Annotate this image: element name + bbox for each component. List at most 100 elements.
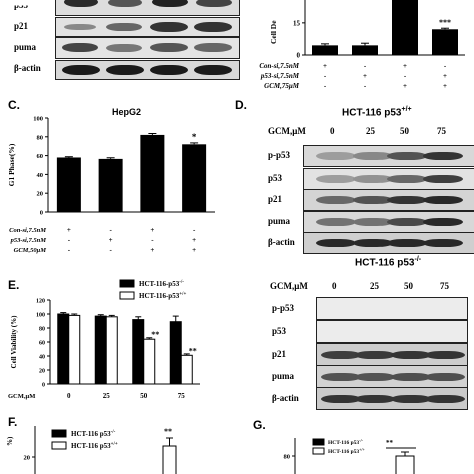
blot-row-label: puma: [272, 370, 295, 381]
blot2-title-text: HCT-116 p53: [355, 257, 415, 269]
blot-band: [387, 152, 427, 160]
panel-b-bar: [432, 29, 458, 55]
panel-c-bar: [56, 157, 81, 212]
panel-c-treatment-mark: -: [68, 236, 71, 244]
panel-e-bar: [180, 354, 193, 385]
dose-label: 50: [400, 126, 409, 136]
panel-b-sig: ***: [439, 18, 451, 27]
panel-b-treatment-mark: -: [324, 82, 327, 90]
panel-e-ylabel: Cell Viability (%): [10, 315, 18, 369]
blot-a-row-puma: [55, 37, 240, 59]
panel-b-treatment-mark: -: [364, 82, 367, 90]
blot-band: [353, 218, 393, 226]
blot-band: [321, 350, 361, 359]
panel-g-legend-sup: -/-: [359, 438, 363, 443]
blot-band: [425, 372, 465, 381]
blot-band: [423, 218, 463, 226]
dose-label: 75: [437, 126, 446, 136]
blot2-title-sup: -/-: [414, 256, 422, 263]
blot-row: [316, 387, 468, 410]
panel-c-treatment-label: GCM,50μM: [14, 247, 47, 254]
panel-g-sig: **: [386, 439, 394, 447]
blot-a-label-actin: β-actin: [14, 63, 41, 73]
blot-row-label: p-p53: [268, 150, 291, 160]
panel-g-legend-sup: +/+: [359, 447, 365, 452]
blot-band: [423, 152, 463, 160]
panel-e-legend-swatch: [119, 291, 135, 300]
panel-c-sig: *: [192, 132, 197, 142]
panel-c-treatment-mark: +: [109, 236, 113, 244]
panel-b-bar: [312, 45, 338, 55]
blot-band: [387, 196, 427, 204]
panel-b-treatment-mark: -: [444, 62, 447, 70]
blot-row-label: p-p53: [272, 302, 295, 313]
panel-b-treatment-mark: +: [363, 72, 367, 80]
blot-band: [425, 350, 465, 359]
panel-g-bar: [395, 455, 415, 474]
panel-f-legend-swatch: [51, 441, 67, 450]
panel-c-treatment-mark: +: [150, 226, 154, 234]
panel-b-ylabel: Cell De: [269, 20, 278, 44]
blot-band: [353, 175, 393, 183]
blot-band: [423, 175, 463, 183]
blot-band: [316, 218, 356, 226]
panel-e-legend-swatch: [119, 279, 135, 288]
panel-b-bar: [352, 45, 378, 55]
panel-e-xtick-label: 0: [67, 392, 71, 400]
blot-band: [355, 372, 395, 381]
blot-band: [355, 394, 395, 403]
blot-row-label: p21: [272, 348, 287, 359]
dose-label: 0: [332, 281, 337, 291]
panel-b-treatment-mark: +: [403, 82, 407, 90]
panel-c-treatment-mark: +: [192, 236, 196, 244]
panel-b-chart: 01530Cell De***Con-si,7.5nM+-+-p53-si,7.…: [259, 0, 465, 90]
panel-f-letter: F.: [8, 415, 18, 429]
blot2-gcm-label: GCM,μM: [270, 281, 308, 291]
panel-f-legend-swatch: [51, 429, 67, 438]
panel-e-bar: [143, 338, 156, 385]
panel-c-title: HepG2: [112, 107, 142, 117]
panel-g-chart: 80 HCT-116 p53-/-HCT-116 p53+/+ **: [284, 438, 416, 474]
panel-b-treatment-mark: -: [404, 72, 407, 80]
panel-e-ytick-label: 100: [36, 312, 45, 318]
blot-band: [353, 196, 393, 204]
panel-e-xtick-label: 50: [140, 392, 148, 400]
blot-band: [387, 218, 427, 226]
panel-f-ylabel: %): [6, 436, 14, 446]
panel-e-legend-sup: -/-: [179, 280, 184, 285]
blot-band: [353, 239, 393, 247]
panel-b-treatment-mark: +: [443, 82, 447, 90]
blot-band: [321, 394, 361, 403]
panel-g-legend-label: HCT-116 p53-/-: [328, 438, 364, 446]
blot-band: [425, 394, 465, 403]
blot-band: [387, 239, 427, 247]
panel-g-legend-label: HCT-116 p53+/+: [328, 447, 366, 455]
blot-band: [387, 175, 427, 183]
panel-c-treatment-label: p53-si,7.5nM: [10, 237, 47, 244]
blot-a-label-0: p53: [14, 0, 29, 10]
blot-row: [303, 211, 474, 233]
blot-a-label-puma: puma: [14, 42, 37, 52]
panel-d-letter: D.: [235, 98, 247, 112]
panel-c-ytick-label: 40: [37, 172, 44, 179]
panel-e-xtick-label: 75: [178, 392, 186, 400]
blot-row: [303, 189, 474, 211]
blot-row-label: β-actin: [272, 392, 299, 403]
blot-row: [303, 145, 474, 167]
panel-f-legend-sup: -/-: [111, 430, 116, 435]
blot1-title: HCT-116 p53+/+: [342, 106, 412, 118]
blot-row-label: puma: [268, 216, 291, 226]
panel-c-bar: [98, 158, 123, 212]
blot-row-label: p21: [268, 194, 283, 204]
blot-band: [321, 372, 361, 381]
panel-g-ytick-label: 80: [284, 454, 291, 461]
panel-f-legend-label: HCT-116 p53-/-: [71, 430, 116, 438]
panel-c-ytick-label: 80: [37, 134, 44, 141]
panel-e-ytick-label: 60: [39, 340, 45, 346]
blot2-title: HCT-116 p53-/-: [355, 256, 421, 268]
blot1-title-sup: +/+: [401, 106, 412, 113]
panel-c-bar: [182, 144, 207, 212]
blot-band: [391, 372, 431, 381]
panel-b-treatment-label: p53-si,7.5nM: [260, 72, 300, 80]
panel-e-letter: E.: [8, 278, 20, 292]
